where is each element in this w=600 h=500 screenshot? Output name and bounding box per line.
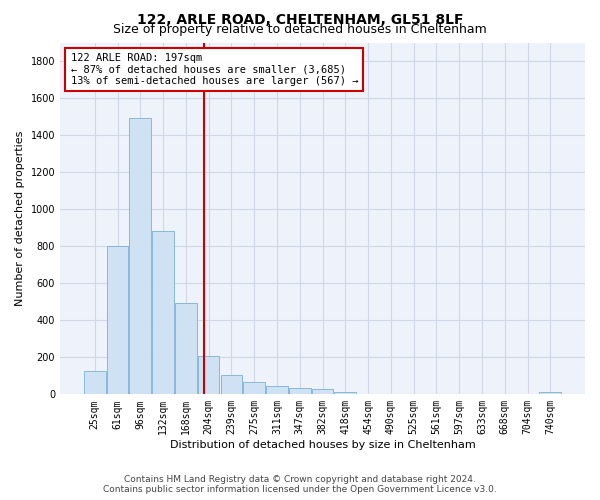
- Bar: [198, 356, 220, 395]
- Bar: [244, 382, 265, 394]
- Bar: [312, 389, 334, 394]
- Text: Contains HM Land Registry data © Crown copyright and database right 2024.
Contai: Contains HM Land Registry data © Crown c…: [103, 474, 497, 494]
- Bar: [152, 232, 174, 394]
- X-axis label: Distribution of detached houses by size in Cheltenham: Distribution of detached houses by size …: [170, 440, 475, 450]
- Bar: [334, 392, 356, 394]
- Bar: [539, 392, 561, 394]
- Text: 122, ARLE ROAD, CHELTENHAM, GL51 8LF: 122, ARLE ROAD, CHELTENHAM, GL51 8LF: [137, 12, 463, 26]
- Bar: [289, 388, 311, 394]
- Text: 122 ARLE ROAD: 197sqm
← 87% of detached houses are smaller (3,685)
13% of semi-d: 122 ARLE ROAD: 197sqm ← 87% of detached …: [71, 53, 358, 86]
- Bar: [130, 118, 151, 394]
- Y-axis label: Number of detached properties: Number of detached properties: [15, 130, 25, 306]
- Bar: [107, 246, 128, 394]
- Bar: [84, 371, 106, 394]
- Bar: [221, 375, 242, 394]
- Bar: [175, 302, 197, 394]
- Bar: [266, 386, 288, 394]
- Text: Size of property relative to detached houses in Cheltenham: Size of property relative to detached ho…: [113, 22, 487, 36]
